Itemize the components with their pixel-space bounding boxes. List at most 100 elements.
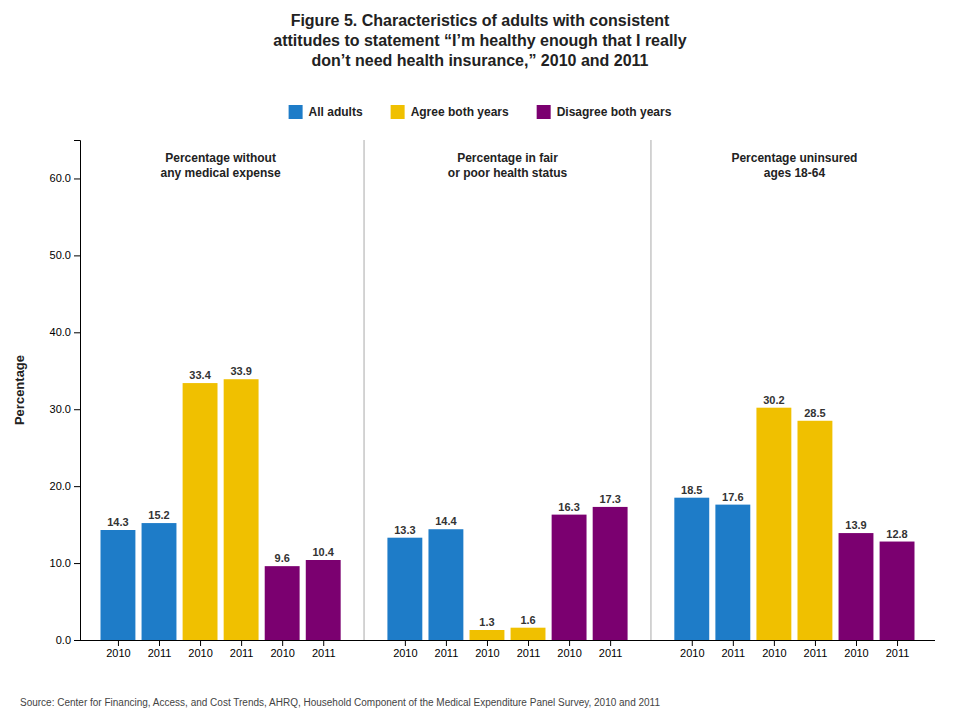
legend-label: All adults <box>309 105 363 119</box>
legend-label: Disagree both years <box>557 105 672 119</box>
x-tick: 2010 <box>188 640 212 659</box>
x-tick: 2011 <box>312 640 336 659</box>
x-tick-mark <box>569 640 570 646</box>
y-tick-label: 50.0 <box>50 249 71 261</box>
bar <box>756 408 791 640</box>
data-label: 1.6 <box>520 614 535 626</box>
x-tick-mark <box>323 640 324 646</box>
annotation-line: Percentage without <box>165 151 276 165</box>
bar <box>552 515 587 640</box>
bar <box>880 542 915 640</box>
x-tick-label: 2011 <box>804 647 828 659</box>
data-label: 17.3 <box>599 493 620 505</box>
x-tick-mark <box>405 640 406 646</box>
legend-swatch <box>391 105 405 119</box>
bar <box>101 530 136 640</box>
x-tick: 2010 <box>557 640 581 659</box>
x-tick-mark <box>446 640 447 646</box>
y-axis: 0.010.020.030.040.050.060.0 <box>50 141 81 647</box>
data-label: 14.4 <box>435 515 457 527</box>
x-tick-mark <box>159 640 160 646</box>
annotation-line: or poor health status <box>448 166 568 180</box>
x-tick: 2011 <box>435 640 459 659</box>
data-label: 33.4 <box>189 369 211 381</box>
bar <box>265 566 300 640</box>
y-tick: 10.0 <box>50 557 80 569</box>
bar <box>428 529 463 640</box>
bar <box>306 560 341 640</box>
legend-label: Agree both years <box>411 105 509 119</box>
data-label: 33.9 <box>230 365 251 377</box>
x-tick: 2011 <box>804 640 828 659</box>
x-tick-label: 2011 <box>148 647 172 659</box>
y-tick-label: 0.0 <box>56 634 71 646</box>
group-separator <box>650 140 651 640</box>
group-separator <box>364 140 365 640</box>
bar <box>839 533 874 640</box>
y-tick-mark <box>74 563 80 564</box>
data-label: 30.2 <box>763 394 784 406</box>
legend-swatch <box>289 105 303 119</box>
y-tick: 40.0 <box>50 326 80 338</box>
x-tick-label: 2010 <box>106 647 130 659</box>
x-tick: 2010 <box>762 640 786 659</box>
title: Figure 5. Characteristics of adults with… <box>273 12 687 69</box>
bar <box>142 523 177 640</box>
chart: Figure 5. Characteristics of adults with… <box>0 0 960 720</box>
bar <box>470 630 505 640</box>
x-tick-label: 2010 <box>188 647 212 659</box>
y-tick: 60.0 <box>50 172 80 184</box>
y-axis-title: Percentage <box>12 355 27 425</box>
x-tick-label: 2010 <box>557 647 581 659</box>
y-tick-mark <box>74 486 80 487</box>
plot: 14.315.213.314.418.517.633.433.91.31.630… <box>50 140 935 659</box>
annotation: Percentage withoutany medical expense <box>161 151 281 180</box>
data-label: 17.6 <box>722 491 743 503</box>
x-tick: 2011 <box>722 640 746 659</box>
bar <box>224 379 259 640</box>
x-tick-mark <box>200 640 201 646</box>
x-tick-label: 2011 <box>722 647 746 659</box>
y-tick-label: 60.0 <box>50 172 71 184</box>
x-tick-mark <box>610 640 611 646</box>
x-tick-mark <box>733 640 734 646</box>
x-tick: 2011 <box>230 640 254 659</box>
x-tick-mark <box>118 640 119 646</box>
x-tick: 2010 <box>270 640 294 659</box>
x-tick: 2010 <box>680 640 704 659</box>
x-tick: 2010 <box>475 640 499 659</box>
title-line: Figure 5. Characteristics of adults with… <box>291 12 670 29</box>
y-tick: 50.0 <box>50 249 80 261</box>
x-tick: 2011 <box>148 640 172 659</box>
x-tick-mark <box>487 640 488 646</box>
legend-item: All adults <box>289 105 363 119</box>
x-tick-label: 2010 <box>475 647 499 659</box>
x-tick-mark <box>897 640 898 646</box>
x-tick-label: 2010 <box>844 647 868 659</box>
data-label: 1.3 <box>479 616 494 628</box>
x-tick-label: 2011 <box>886 647 910 659</box>
x-tick-label: 2011 <box>435 647 459 659</box>
x-tick: 2011 <box>886 640 910 659</box>
title-line: don’t need health insurance,” 2010 and 2… <box>311 52 648 69</box>
x-tick-label: 2010 <box>762 647 786 659</box>
y-tick-label: 40.0 <box>50 326 71 338</box>
x-tick-label: 2011 <box>599 647 623 659</box>
bar <box>797 421 832 640</box>
x-tick-label: 2010 <box>270 647 294 659</box>
data-label: 13.3 <box>394 524 415 536</box>
x-tick: 2011 <box>517 640 541 659</box>
annotation: Percentage in fairor poor health status <box>448 151 568 180</box>
y-tick: 20.0 <box>50 480 80 492</box>
bar <box>593 507 628 640</box>
x-tick-mark <box>282 640 283 646</box>
data-label: 12.8 <box>886 528 907 540</box>
x-axis-line <box>80 640 935 641</box>
annotation-line: any medical expense <box>161 166 281 180</box>
data-label: 16.3 <box>558 501 579 513</box>
x-tick: 2010 <box>844 640 868 659</box>
x-tick-mark <box>815 640 816 646</box>
legend-swatch <box>537 105 551 119</box>
bar <box>674 498 709 640</box>
data-label: 18.5 <box>681 484 702 496</box>
